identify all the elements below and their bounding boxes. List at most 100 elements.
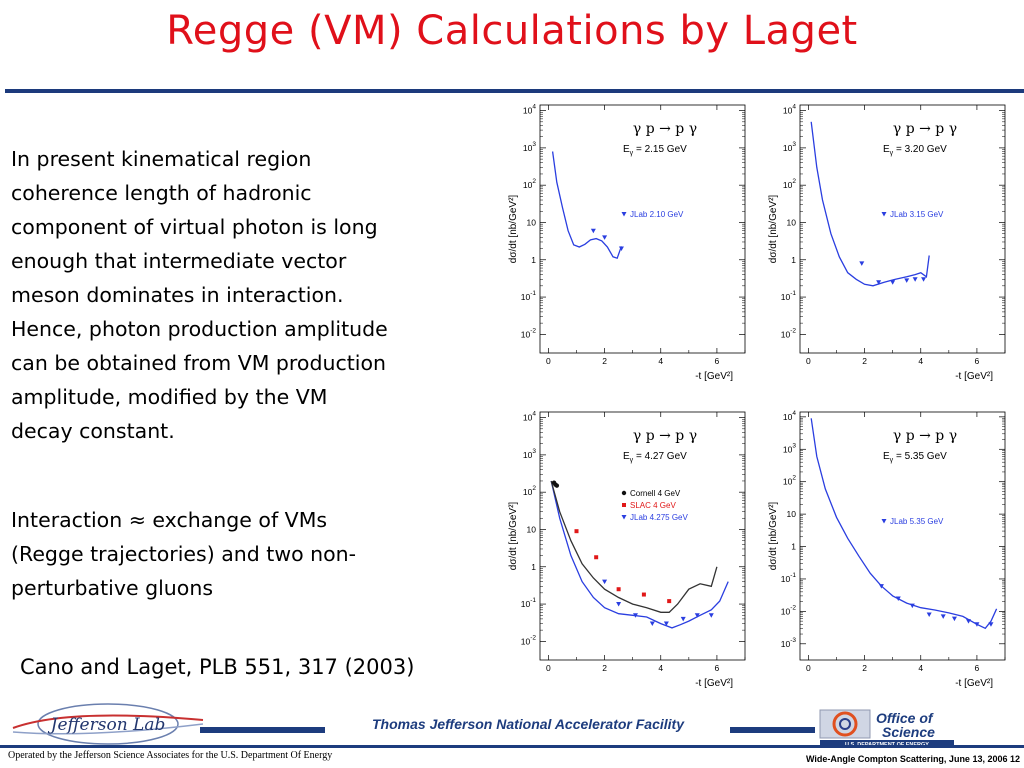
y-tick-label: 104 xyxy=(523,411,536,423)
data-point xyxy=(876,280,882,285)
y-tick-label: 10 xyxy=(787,509,797,519)
legend-entry: JLab 2.10 GeV xyxy=(630,210,684,219)
model-curve xyxy=(550,480,729,629)
model-curve xyxy=(810,418,998,630)
x-tick-label: 4 xyxy=(658,356,663,366)
reaction-label: γ p → p γ xyxy=(893,121,957,137)
x-tick-label: 2 xyxy=(602,356,607,366)
plot-frame xyxy=(799,411,1006,661)
reaction-label: γ p → p γ xyxy=(893,428,957,444)
chart-svg: 0 2 4 6 10-2 10-1 1 10 102 103 104 dσ/dt [nb/GeV²] -… xyxy=(508,104,746,382)
y-axis-label: dσ/dt [nb/GeV²] xyxy=(768,195,779,264)
x-tick-label: 0 xyxy=(806,356,811,366)
x-tick-label: 6 xyxy=(715,663,720,673)
plot-frame xyxy=(539,411,746,661)
y-axis-label: dσ/dt [nb/GeV²] xyxy=(508,502,519,571)
y-tick-label: 103 xyxy=(523,448,536,460)
model-curve xyxy=(550,480,718,613)
data-point xyxy=(590,228,596,234)
chart-panel-3-20-gev: 0 2 4 6 10-2 10-1 1 10 102 103 104 dσ/dt [nb/GeV²] -… xyxy=(765,95,1015,385)
x-tick-label: 0 xyxy=(806,663,811,673)
slide-title: Regge (VM) Calculations by Laget xyxy=(166,8,858,54)
data-point xyxy=(594,555,599,560)
data-point xyxy=(602,235,608,240)
legend-marker xyxy=(881,519,887,524)
data-point xyxy=(667,599,672,604)
data-point xyxy=(641,592,646,597)
doe-line-1: Office of xyxy=(876,710,934,726)
data-point xyxy=(663,621,669,627)
legend-marker xyxy=(881,212,887,217)
y-tick-label: 102 xyxy=(523,485,536,497)
body-paragraph-vm-dominance: In present kinematical region coherence … xyxy=(11,147,388,443)
y-tick-label: 10-2 xyxy=(781,604,797,616)
y-tick-label: 103 xyxy=(523,141,536,153)
chart-panel-4-27-gev: 0 2 4 6 10-2 10-1 1 10 102 103 104 dσ/dt [nb/GeV²] -… xyxy=(505,402,755,692)
y-tick-label: 104 xyxy=(523,104,536,116)
x-axis-label: -t [GeV²] xyxy=(695,678,733,689)
jefferson-lab-logo-text: Jefferson Lab xyxy=(48,715,166,735)
legend-entry: SLAC 4 GeV xyxy=(630,501,676,510)
legend-marker xyxy=(622,503,626,507)
x-tick-label: 4 xyxy=(918,663,923,673)
y-axis-label: dσ/dt [nb/GeV²] xyxy=(508,195,519,264)
footer-rule-right xyxy=(730,727,815,733)
legend-entry: JLab 3.15 GeV xyxy=(890,210,944,219)
y-tick-label: 103 xyxy=(783,442,796,454)
y-tick-label: 102 xyxy=(783,475,796,487)
data-point xyxy=(878,584,884,589)
chart-svg: 0 2 4 6 10-2 10-1 1 10 102 103 104 dσ/dt [nb/GeV²] -… xyxy=(508,411,746,689)
x-tick-label: 4 xyxy=(658,663,663,673)
x-tick-label: 2 xyxy=(862,356,867,366)
energy-label: Eγ = 3.20 GeV xyxy=(883,144,947,157)
data-point xyxy=(859,261,865,266)
x-tick-label: 0 xyxy=(546,663,551,673)
y-tick-label: 1 xyxy=(531,255,536,265)
x-axis-label: -t [GeV²] xyxy=(695,371,733,382)
chart-panel-2-15-gev: 0 2 4 6 10-2 10-1 1 10 102 103 104 dσ/dt [nb/GeV²] -… xyxy=(505,95,755,385)
title-divider xyxy=(5,89,1024,93)
legend-entry: JLab 5.35 GeV xyxy=(890,517,944,526)
energy-label: Eγ = 5.35 GeV xyxy=(883,451,947,464)
data-point xyxy=(909,603,915,609)
x-tick-label: 2 xyxy=(862,663,867,673)
data-point xyxy=(616,602,622,607)
data-point xyxy=(965,619,971,624)
chart-panel-5-35-gev: 0 2 4 6 10-3 10-2 10-1 1 10 102 103 104 dσ/dt [nb/Ge… xyxy=(765,402,1015,692)
data-point xyxy=(974,622,980,627)
y-tick-label: 10-1 xyxy=(781,290,797,302)
y-tick-label: 102 xyxy=(783,178,796,190)
y-axis-label: dσ/dt [nb/GeV²] xyxy=(768,502,779,571)
x-tick-label: 0 xyxy=(546,356,551,366)
data-point xyxy=(895,596,901,601)
jefferson-lab-logo: Jefferson Lab xyxy=(8,698,208,748)
data-point xyxy=(649,621,655,627)
y-tick-label: 104 xyxy=(783,410,796,422)
body-paragraph-interaction: Interaction ≈ exchange of VMs (Regge tra… xyxy=(11,508,357,600)
doe-line-2: Science xyxy=(882,724,935,740)
data-point xyxy=(574,529,579,534)
legend-marker xyxy=(621,490,627,496)
legend-marker xyxy=(621,212,627,217)
energy-label: Eγ = 2.15 GeV xyxy=(623,144,687,157)
footer-operator-note: Operated by the Jefferson Science Associ… xyxy=(8,750,333,761)
model-curve xyxy=(551,151,623,260)
x-tick-label: 6 xyxy=(715,356,720,366)
y-tick-label: 104 xyxy=(783,104,796,116)
y-tick-label: 10 xyxy=(527,524,537,534)
data-point xyxy=(904,278,910,283)
x-axis-label: -t [GeV²] xyxy=(955,371,993,382)
x-tick-label: 4 xyxy=(918,356,923,366)
legend-entry: Cornell 4 GeV xyxy=(630,489,681,498)
data-point xyxy=(554,483,560,488)
data-point xyxy=(616,587,621,592)
data-point xyxy=(680,616,686,622)
footer-lab-name: Thomas Jefferson National Accelerator Fa… xyxy=(372,716,684,732)
energy-label: Eγ = 4.27 GeV xyxy=(623,451,687,464)
y-tick-label: 10-3 xyxy=(781,637,797,649)
y-tick-label: 10 xyxy=(787,217,797,227)
data-point xyxy=(912,277,918,282)
reaction-label: γ p → p γ xyxy=(633,121,697,137)
chart-svg: 0 2 4 6 10-2 10-1 1 10 102 103 104 dσ/dt [nb/GeV²] -… xyxy=(768,104,1006,382)
citation: Cano and Laget, PLB 551, 317 (2003) xyxy=(20,655,415,679)
